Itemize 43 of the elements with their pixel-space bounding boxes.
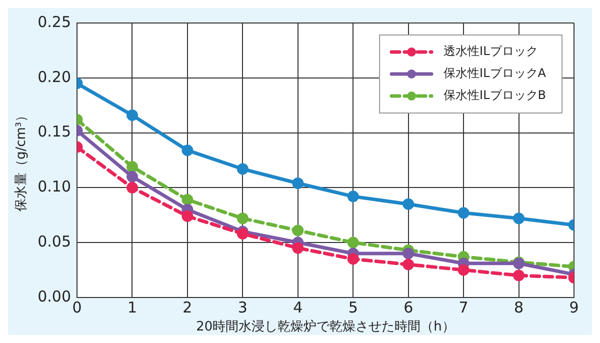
x-axis-title: 20時間水浸し乾燥炉で乾燥させた時間（h） bbox=[196, 320, 455, 335]
legend-label: 透水性ILブロック bbox=[444, 44, 538, 58]
x-tick-label: 4 bbox=[293, 298, 303, 316]
point bbox=[458, 264, 470, 276]
point bbox=[513, 212, 525, 224]
y-tick-label: 0.10 bbox=[38, 178, 71, 196]
point bbox=[402, 258, 414, 270]
point bbox=[126, 109, 138, 121]
point bbox=[182, 144, 194, 156]
x-tick-label: 3 bbox=[238, 298, 248, 316]
point bbox=[236, 163, 248, 175]
point bbox=[236, 212, 248, 224]
point bbox=[292, 178, 304, 189]
point bbox=[182, 194, 194, 206]
x-tick-label: 0 bbox=[72, 298, 82, 316]
x-tick-label: 1 bbox=[127, 298, 137, 316]
x-tick-label: 7 bbox=[458, 298, 468, 316]
point bbox=[182, 210, 194, 222]
x-tick-label: 2 bbox=[182, 298, 192, 316]
x-tick-label: 8 bbox=[514, 298, 524, 316]
point bbox=[513, 270, 525, 282]
point bbox=[402, 248, 414, 260]
y-tick-label: 0.15 bbox=[38, 122, 71, 141]
x-tick-label: 5 bbox=[348, 298, 358, 316]
x-tick-label: 6 bbox=[404, 298, 414, 316]
x-tick-label: 9 bbox=[569, 298, 579, 316]
point bbox=[347, 190, 359, 202]
point bbox=[126, 182, 138, 194]
point bbox=[347, 236, 359, 248]
point bbox=[126, 170, 138, 182]
point bbox=[292, 224, 304, 236]
point bbox=[347, 253, 359, 265]
legend-label: 保水性ILブロックB bbox=[444, 88, 546, 102]
y-axis-title: 保水量（g/cm³） bbox=[14, 108, 30, 212]
point bbox=[402, 198, 414, 210]
y-tick-label: 0.05 bbox=[38, 232, 71, 250]
point bbox=[458, 207, 470, 219]
point bbox=[126, 161, 138, 173]
legend-label: 保水性ILブロックA bbox=[444, 66, 547, 80]
y-tick-label: 0.20 bbox=[38, 68, 71, 86]
y-tick-label: 0.25 bbox=[38, 12, 71, 31]
point bbox=[292, 242, 304, 254]
y-tick-label: 0.00 bbox=[38, 287, 71, 306]
